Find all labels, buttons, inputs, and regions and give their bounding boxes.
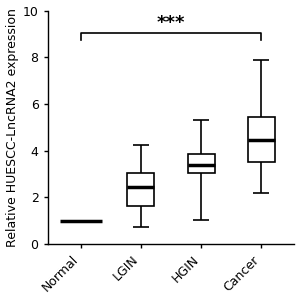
Bar xyxy=(128,173,154,206)
Bar xyxy=(248,117,275,162)
Y-axis label: Relative HUESCC-LncRNA2 expression: Relative HUESCC-LncRNA2 expression xyxy=(6,8,19,247)
Text: ***: *** xyxy=(157,14,185,32)
Bar xyxy=(188,154,215,173)
